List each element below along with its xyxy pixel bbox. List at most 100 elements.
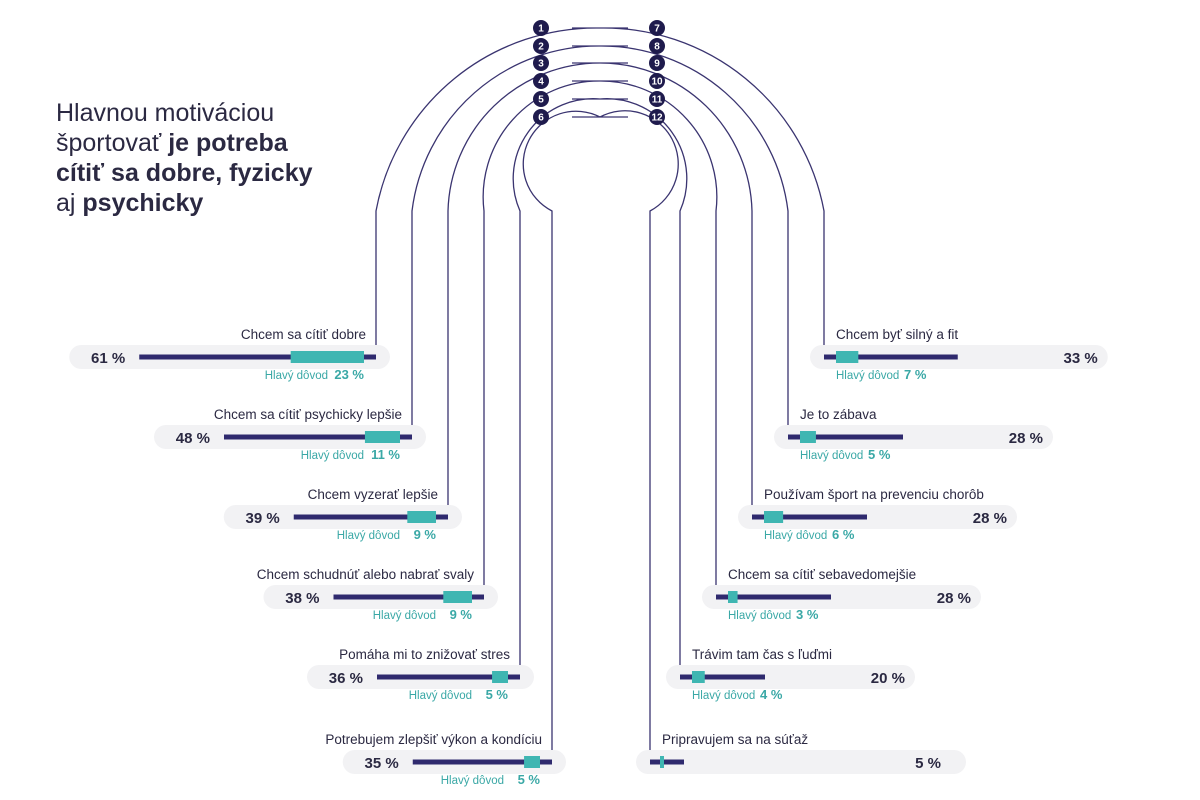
row-main-label-10: Hlavý dôvod [728,610,791,622]
bar-main-11 [692,671,705,683]
badge-4: 4 [533,73,549,89]
bar-main-6 [524,756,540,768]
bar-main-8 [800,431,816,443]
row-5: Pomáha mi to znižovať stres 36 % 5 % Hlavý … [307,647,534,702]
row-track-11 [666,665,915,689]
bar-main-2 [364,431,400,443]
badge-number-11: 11 [652,95,663,106]
bar-main-1 [290,351,364,363]
badge-12: 12 [649,109,665,125]
row-value-5: 36 % [329,670,363,687]
badge-circle-4 [533,73,549,89]
badge-circle-10 [649,73,665,89]
badge-circle-5 [533,91,549,107]
row-main-value-5: 5 % [486,687,509,702]
badge-number-5: 5 [538,95,544,106]
badge-11: 11 [649,91,665,107]
row-2: Chcem sa cítiť psychicky lepšie 48 % 11 % H… [154,407,426,462]
row-label-11: Trávim tam čas s ľuďmi [692,647,832,662]
badge-number-6: 6 [538,113,544,124]
bar-main-3 [407,511,436,523]
row-main-label-5: Hlavý dôvod [409,690,472,702]
row-label-2: Chcem sa cítiť psychicky lepšie [214,407,402,422]
badge-number-10: 10 [651,77,663,88]
connector-line-3 [447,62,601,517]
row-9: Používam šport na prevenciu chorôb 28 % Hl… [738,487,1017,542]
connector-line-5 [512,98,601,677]
row-label-9: Používam šport na prevenciu chorôb [764,487,984,502]
bar-total-4 [333,594,484,600]
bar-main-5 [492,671,508,683]
badge-1: 1 [533,20,549,36]
connector-line-6 [522,110,601,762]
connector-line-8 [599,45,789,437]
badge-number-2: 2 [538,42,544,53]
row-main-label-9: Hlavý dôvod [764,530,827,542]
bar-main-12 [660,756,664,768]
bar-total-2 [224,434,412,440]
bar-main-10 [728,591,738,603]
row-label-1: Chcem sa cítiť dobre [241,327,366,342]
headline-line4-bold: psychicky [82,189,204,217]
bar-total-8 [788,434,903,440]
row-main-label-11: Hlavý dôvod [692,690,755,702]
connector-lines [375,27,825,762]
badge-3: 3 [533,55,549,71]
headline-line3-bold: cítiť sa dobre, fyzicky [56,159,313,187]
badge-circle-6 [533,109,549,125]
row-label-12: Pripravujem sa na súťaž [662,732,808,747]
row-track-12 [636,750,966,774]
row-value-2: 48 % [176,430,210,447]
badge-8: 8 [649,38,665,54]
row-label-7: Chcem byť silný a fit [836,327,958,342]
bar-total-6 [412,759,552,765]
badge-circle-2 [533,38,549,54]
badge-number-7: 7 [654,24,660,35]
badge-number-1: 1 [538,24,544,35]
badge-2: 2 [533,38,549,54]
row-main-value-10: 3 % [796,607,819,622]
badge-number-3: 3 [538,59,544,70]
row-main-value-7: 7 % [904,367,927,382]
headline-line2-bold: je potreba [168,129,288,157]
row-label-6: Potrebujem zlepšiť výkon a kondíciu [325,732,542,747]
row-track-7 [810,345,1108,369]
headline-line2-regular: športovať [56,129,169,157]
row-1: Chcem sa cítiť dobre 61 % 23 % Hlavý dôvod [69,327,390,382]
row-main-label-4: Hlavý dôvod [373,610,436,622]
row-value-10: 28 % [937,590,971,607]
row-7: Chcem byť silný a fit 33 % Hlavý dôvod 7 % [810,327,1108,382]
row-label-10: Chcem sa cítiť sebavedomejšie [728,567,916,582]
badge-number-12: 12 [651,113,663,124]
row-track-8 [774,425,1053,449]
badge-5: 5 [533,91,549,107]
row-main-value-6: 5 % [518,772,541,787]
bar-total-3 [293,514,448,520]
row-4: Chcem schudnúť alebo nabrať svaly 38 % 9 %… [257,567,498,622]
badge-circle-3 [533,55,549,71]
row-main-value-1: 23 % [334,367,364,382]
connector-line-10 [599,80,718,597]
row-11: Trávim tam čas s ľuďmi 20 % Hlavý dôvod 4 % [666,647,915,702]
badge-circle-1 [533,20,549,36]
chart-headline: Hlavnou motiváciou športovať je potreba … [56,98,356,218]
row-12: Pripravujem sa na súťaž 5 % [636,732,966,774]
badge-number-9: 9 [654,59,660,70]
badge-circle-12 [649,109,665,125]
bar-main-9 [764,511,784,523]
row-main-label-8: Hlavý dôvod [800,450,863,462]
headline-line4-regular: aj [56,189,83,217]
bar-total-1 [139,354,376,360]
connector-line-2 [411,45,601,437]
badge-10: 10 [649,73,665,89]
bar-total-5 [377,674,520,680]
row-main-value-8: 5 % [868,447,891,462]
bar-main-7 [836,351,859,363]
badge-number-8: 8 [654,42,660,53]
row-label-8: Je to zábava [800,407,877,422]
connector-line-7 [599,27,825,357]
row-main-label-2: Hlavý dôvod [301,450,364,462]
row-6: Potrebujem zlepšiť výkon a kondíciu 35 % 5… [325,732,566,787]
